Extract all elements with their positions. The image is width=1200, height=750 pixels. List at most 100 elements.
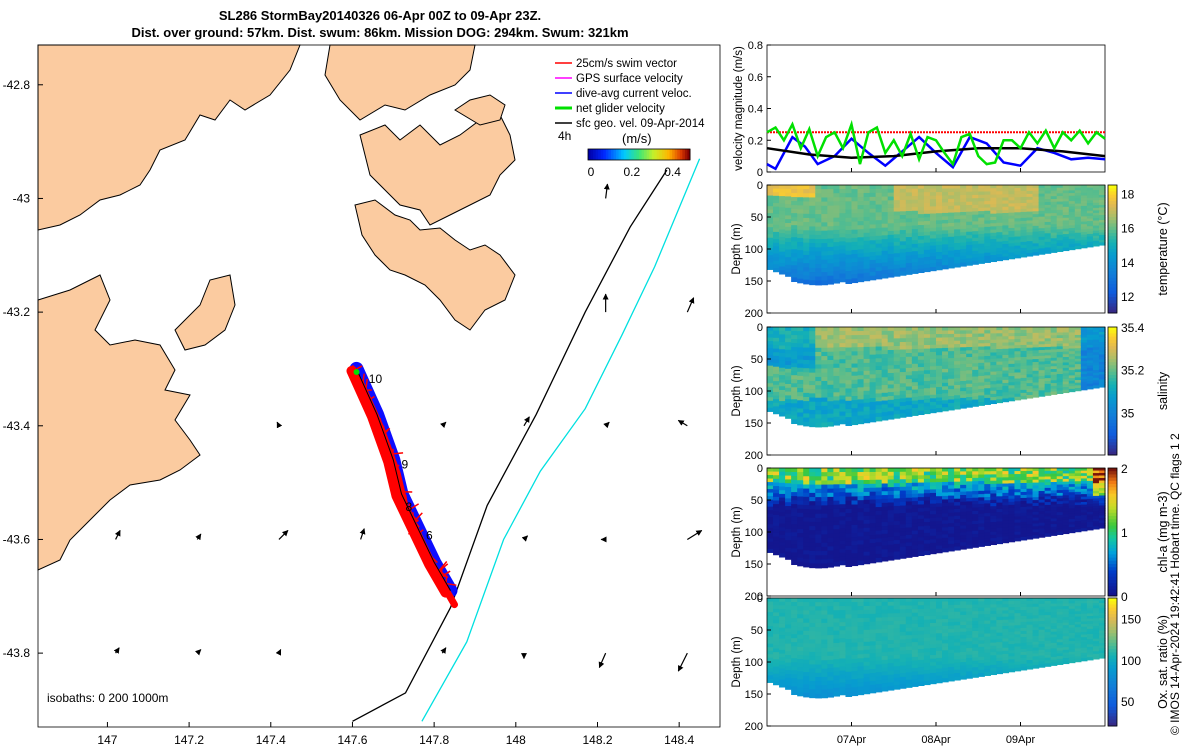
colorbar-frame	[1107, 184, 1118, 314]
section-cell	[779, 664, 786, 669]
section-cell	[893, 479, 901, 484]
section-cell	[863, 649, 871, 655]
section-cell	[984, 259, 991, 263]
section-cell	[966, 337, 973, 341]
section-cell	[839, 678, 847, 684]
section-cell	[779, 247, 786, 253]
section-cell	[984, 188, 991, 193]
section-cell	[809, 484, 816, 490]
section-cell	[911, 393, 919, 398]
section-cell	[833, 380, 841, 385]
section-cell	[917, 403, 925, 408]
section-cell	[972, 247, 979, 252]
section-cell	[797, 468, 804, 473]
section-cell	[1008, 240, 1016, 244]
section-cell	[960, 401, 967, 406]
section-cell	[1032, 356, 1040, 360]
section-cell	[990, 503, 997, 507]
section-cell	[875, 327, 883, 332]
section-cell	[911, 341, 919, 346]
section-cell	[954, 191, 961, 196]
section-cell	[881, 679, 889, 684]
section-cell	[821, 530, 828, 536]
section-cell	[887, 234, 895, 240]
section-cell	[984, 526, 991, 530]
section-cell	[1026, 506, 1034, 510]
section-cell	[797, 634, 804, 640]
section-cell	[936, 520, 943, 526]
section-cell	[1080, 221, 1088, 225]
section-cell	[791, 403, 798, 408]
section-cell	[803, 263, 810, 268]
section-cell	[1002, 527, 1010, 531]
section-cell	[881, 495, 889, 500]
section-cell	[869, 386, 877, 391]
section-cell	[857, 638, 865, 643]
section-cell	[972, 359, 979, 364]
section-cell	[779, 192, 786, 197]
section-cell	[791, 614, 798, 619]
section-cell	[887, 490, 895, 496]
section-cell	[1002, 382, 1010, 387]
section-cell	[773, 195, 780, 201]
section-cell	[1032, 379, 1040, 384]
section-cell	[767, 485, 774, 490]
section-cell	[1074, 497, 1082, 501]
section-cell	[1020, 468, 1028, 472]
section-cell	[833, 359, 841, 365]
section-cell	[857, 351, 865, 356]
section-cell	[1008, 532, 1016, 537]
section-cell	[917, 385, 925, 390]
section-cell	[869, 394, 877, 399]
section-cell	[773, 677, 780, 682]
legend-label: GPS surface velocity	[576, 73, 683, 85]
section-cell	[875, 668, 883, 673]
section-cell	[875, 381, 883, 387]
section-cell	[863, 370, 871, 376]
section-cell	[797, 347, 804, 353]
section-cell	[809, 639, 816, 645]
section-cell	[1092, 480, 1100, 484]
section-cell	[1026, 252, 1034, 257]
section-cell	[1044, 236, 1052, 240]
speed-colorbar-cell	[674, 149, 678, 160]
section-cell	[1032, 217, 1040, 221]
section-cell	[1032, 220, 1040, 224]
section-cell	[833, 225, 841, 231]
section-cell	[893, 521, 901, 526]
section-cell	[1098, 522, 1106, 527]
section-cell	[1068, 211, 1076, 216]
section-cell	[845, 404, 853, 410]
section-cell	[1086, 200, 1094, 204]
section-cell	[815, 381, 822, 386]
section-cell	[948, 340, 955, 345]
section-cell	[954, 364, 961, 369]
section-cell	[1080, 347, 1088, 352]
section-cell	[851, 237, 859, 243]
section-cell	[797, 476, 804, 481]
section-cell	[1086, 231, 1094, 235]
section-cell	[845, 626, 853, 632]
section-cell	[833, 504, 841, 510]
section-cell	[845, 250, 853, 256]
section-cell	[917, 493, 925, 498]
section-cell	[767, 362, 774, 367]
section-cell	[1062, 378, 1070, 383]
section-cell	[1092, 228, 1100, 232]
section-cell	[893, 342, 901, 347]
section-cell	[875, 625, 883, 630]
section-cell	[779, 601, 786, 607]
section-cell	[996, 486, 1003, 491]
section-cell	[1092, 233, 1100, 237]
section-cell	[1020, 232, 1028, 237]
section-cell	[779, 262, 786, 268]
section-cell	[1038, 491, 1046, 495]
section-cell	[1086, 365, 1094, 369]
section-cell	[1032, 364, 1040, 369]
section-cell	[1002, 514, 1010, 519]
section-cell	[827, 542, 834, 547]
section-cell	[1086, 473, 1094, 477]
section-cell	[1098, 480, 1106, 484]
section-cell	[851, 658, 859, 664]
section-cell	[1020, 217, 1028, 222]
